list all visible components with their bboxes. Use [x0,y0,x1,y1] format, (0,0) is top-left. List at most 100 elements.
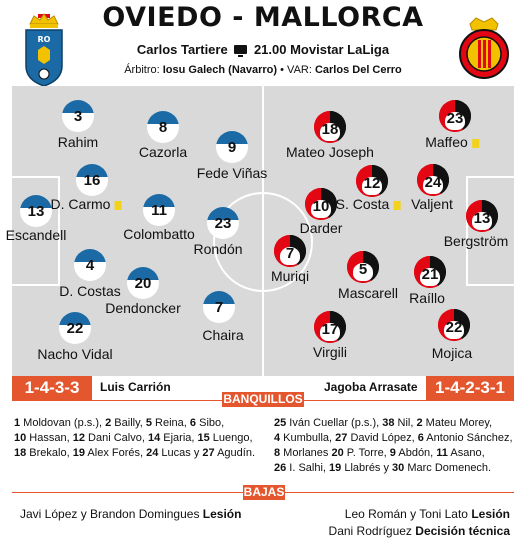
bench-number: 9 [389,447,396,459]
away-coach: Jagoba Arrasate [324,380,418,394]
bench-number: 4 [274,432,281,444]
home-bench: 1 Moldovan (p.s.), 2 Bailly, 5 Reina, 6 … [14,416,264,461]
oviedo-shirt-badge: 4 [74,249,106,281]
bench-player: Lucas y [158,447,203,459]
home-absent-players: Javi López y Brandon Domingues [20,507,200,521]
oviedo-shirt-badge: 22 [59,312,91,344]
bench-player: Moldovan (p.s.), [20,417,106,429]
bench-number: 2 [105,417,112,429]
bench-player: Mateu Morey, [422,417,493,429]
oviedo-shirt-badge: 13 [20,195,52,227]
bench-player: Iván Cuellar (p.s.), [286,417,383,429]
bench-player: Marc Domenech. [404,462,492,474]
mallorca-shirt-badge: 23 [439,100,471,132]
bench-number: 14 [147,432,161,444]
bench-player: Llabrés y [341,462,393,474]
bench-number: 12 [72,432,85,444]
home-formation: 1-4-3-3 [12,376,92,400]
bench-number: 25 [274,417,287,429]
mallorca-shirt-badge: 12 [356,165,388,197]
oviedo-shirt-badge: 7 [203,291,235,323]
player-number: 22 [66,320,84,337]
broadcast-info: 21.00 Movistar LaLiga [253,42,390,57]
bench-player: P. Torre, [343,447,390,459]
bench-number: 24 [146,447,159,459]
bench-player: Morlanes [280,447,332,459]
var-label: • VAR: [280,64,312,76]
oviedo-shirt-badge: 20 [127,267,159,299]
bench-player: Dani Calvo, [84,432,148,444]
bench-number: 5 [145,417,152,429]
pitch [12,86,514,376]
player-number: 23 [446,110,464,127]
bench-number: 19 [72,447,85,459]
yellow-card-icon [114,200,122,210]
match-title: OVIEDO - MALLORCA [102,2,424,33]
player-name: Fede Viñas [196,165,268,181]
bench-player: Luengo, [209,432,253,444]
player-name: Mascarell [338,285,398,301]
player-number: 10 [312,198,330,215]
player-number: 21 [421,266,439,283]
bench-number: 27 [202,447,215,459]
bench-number: 19 [329,462,342,474]
home-absent-reason: Lesión [202,507,242,521]
mallorca-shirt-badge: 13 [466,200,498,232]
bench-player: I. Salhi, [286,462,330,474]
mallorca-shirt-badge: 5 [347,251,379,283]
player-number: 24 [424,174,442,191]
away-absent-reason-2: Decisión técnica [415,524,510,538]
bench-number: 2 [416,417,423,429]
crest-lettering: RO [38,35,51,44]
player-number: 9 [227,139,237,156]
center-circle [213,192,313,292]
away-absences: Leo Román y Toni Lato Lesión Dani Rodríg… [329,506,510,540]
yellow-card-icon [393,200,401,210]
badge-center [362,177,382,195]
player-number: 20 [134,275,152,292]
player-number: 22 [445,319,463,336]
bench-line: 26 I. Salhi, 19 Llabrés y 30 Marc Domene… [274,461,514,476]
mallorca-shirt-badge: 24 [417,164,449,196]
player-number: 23 [214,215,232,232]
bench-number: 11 [436,447,448,459]
player-name: Maffeo [425,134,479,150]
oviedo-shirt-badge: 9 [216,131,248,163]
bench-player: Antonio Sánchez, [423,432,513,444]
bench-number: 38 [382,417,395,429]
bench-number: 27 [335,432,348,444]
badge-center [423,176,443,194]
bench-player: Asano, [447,447,485,459]
bench-label: BANQUILLOS [222,392,304,407]
bench-player: Kumbulla, [280,432,336,444]
badge-center [311,200,331,218]
absences-label: BAJAS [243,485,285,500]
referee-line: Árbitro: Iosu Galech (Navarro) • VAR: Ca… [0,64,526,76]
player-number: 16 [83,172,101,189]
mallorca-shirt-badge: 21 [414,256,446,288]
tv-icon [234,45,248,58]
player-name: Muriqi [270,268,310,284]
bench-line: 1 Moldovan (p.s.), 2 Bailly, 5 Reina, 6 … [14,416,264,431]
bench-number: 18 [14,447,27,459]
bench-number: 6 [417,432,424,444]
oviedo-crest-icon: RO [25,13,63,87]
player-name: S. Costa [336,196,401,212]
referee-name: Iosu Galech (Navarro) [162,64,278,76]
player-number: 7 [214,299,224,316]
referee-label: Árbitro: [124,64,160,76]
badge-center [280,247,300,265]
bench-line: 10 Hassan, 12 Dani Calvo, 14 Ejaria, 15 … [14,431,264,446]
oviedo-shirt-badge: 23 [207,207,239,239]
bench-player: Alex Forés, [84,447,147,459]
bench-player: Reina, [152,417,190,429]
bench-number: 6 [189,417,197,429]
oviedo-shirt-badge: 3 [62,100,94,132]
venue-broadcast: Carlos Tartiere 21.00 Movistar LaLiga [0,42,526,58]
away-absent-players-2: Dani Rodríguez [328,524,412,538]
var-name: Carlos Del Cerro [314,64,402,76]
oviedo-shirt-badge: 8 [147,111,179,143]
player-number: 5 [358,261,368,278]
badge-center [444,321,464,339]
badge-center [320,123,340,141]
